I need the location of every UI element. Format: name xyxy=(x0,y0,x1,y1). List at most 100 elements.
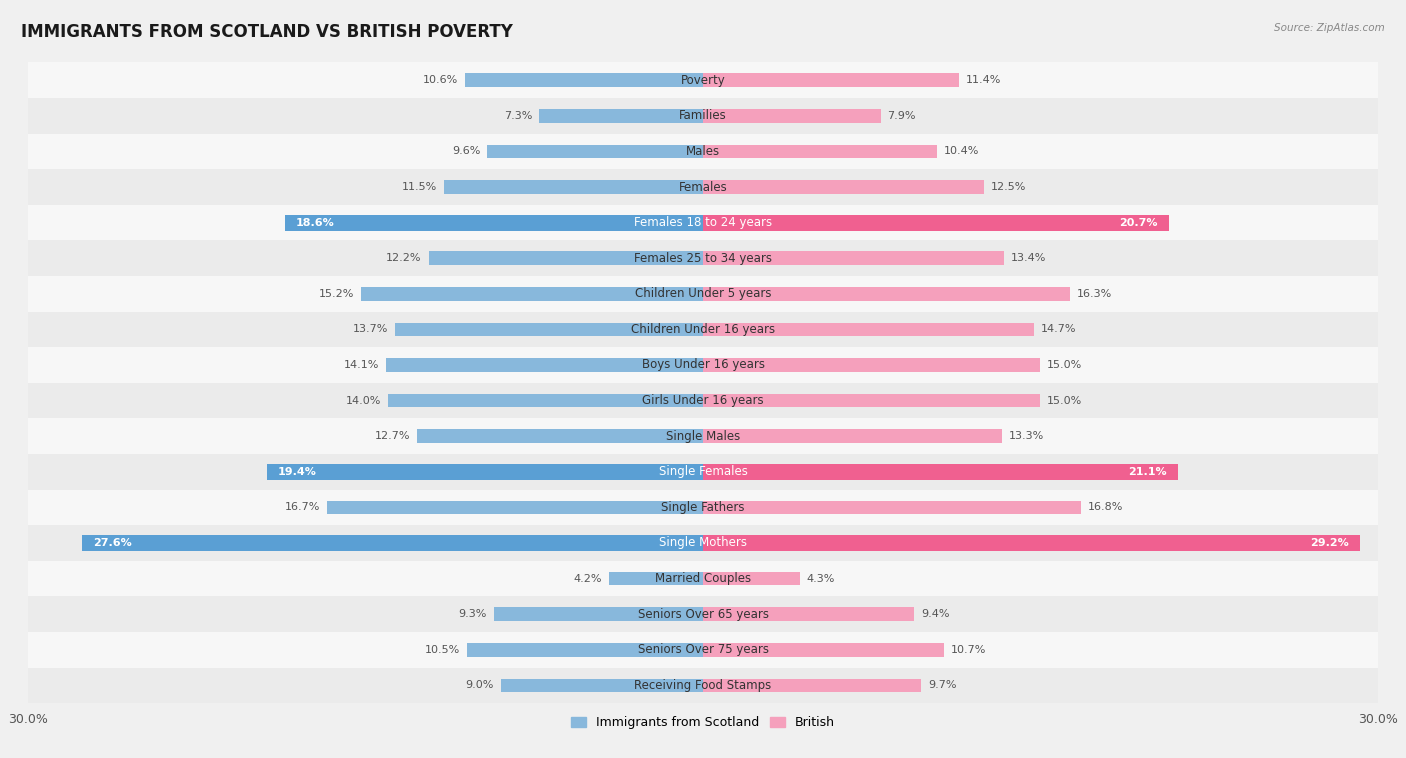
Text: Seniors Over 75 years: Seniors Over 75 years xyxy=(637,644,769,656)
Bar xyxy=(28,98,1378,133)
Text: Poverty: Poverty xyxy=(681,74,725,86)
Bar xyxy=(703,607,914,621)
Text: Source: ZipAtlas.com: Source: ZipAtlas.com xyxy=(1274,23,1385,33)
Bar xyxy=(486,145,703,158)
Bar xyxy=(28,169,1378,205)
Text: 12.2%: 12.2% xyxy=(387,253,422,263)
Text: 16.3%: 16.3% xyxy=(1077,289,1112,299)
Text: Boys Under 16 years: Boys Under 16 years xyxy=(641,359,765,371)
Text: 9.4%: 9.4% xyxy=(921,609,949,619)
Text: 15.2%: 15.2% xyxy=(319,289,354,299)
Bar xyxy=(28,490,1378,525)
Text: Children Under 5 years: Children Under 5 years xyxy=(634,287,772,300)
Bar xyxy=(28,240,1378,276)
Text: Married Couples: Married Couples xyxy=(655,572,751,585)
Bar xyxy=(28,597,1378,632)
Bar xyxy=(703,180,984,194)
Text: 10.6%: 10.6% xyxy=(423,75,458,85)
Text: 19.4%: 19.4% xyxy=(278,467,316,477)
Text: 16.8%: 16.8% xyxy=(1088,503,1123,512)
Text: 16.7%: 16.7% xyxy=(285,503,321,512)
Bar xyxy=(28,312,1378,347)
Bar xyxy=(361,287,703,301)
Text: Families: Families xyxy=(679,109,727,122)
Text: 13.3%: 13.3% xyxy=(1010,431,1045,441)
Text: 10.7%: 10.7% xyxy=(950,645,986,655)
Bar xyxy=(28,668,1378,703)
Bar xyxy=(703,500,1081,514)
Bar xyxy=(418,430,703,443)
Bar xyxy=(28,62,1378,98)
Bar xyxy=(467,643,703,656)
Bar xyxy=(28,561,1378,597)
Text: 7.9%: 7.9% xyxy=(887,111,915,121)
Bar xyxy=(703,215,1168,230)
Bar xyxy=(609,572,703,585)
Bar xyxy=(703,643,943,656)
Bar xyxy=(703,109,880,123)
Bar xyxy=(328,500,703,514)
Bar xyxy=(429,252,703,265)
Bar xyxy=(28,418,1378,454)
Bar xyxy=(703,74,959,87)
Bar xyxy=(703,394,1040,407)
Text: 13.4%: 13.4% xyxy=(1011,253,1046,263)
Bar xyxy=(28,276,1378,312)
Text: Females 18 to 24 years: Females 18 to 24 years xyxy=(634,216,772,229)
Text: Single Males: Single Males xyxy=(666,430,740,443)
Bar xyxy=(703,323,1033,336)
Bar xyxy=(464,74,703,87)
Text: 29.2%: 29.2% xyxy=(1310,538,1348,548)
Text: 12.5%: 12.5% xyxy=(991,182,1026,192)
Bar xyxy=(28,525,1378,561)
Text: Girls Under 16 years: Girls Under 16 years xyxy=(643,394,763,407)
Text: 9.0%: 9.0% xyxy=(465,681,494,691)
Text: 14.7%: 14.7% xyxy=(1040,324,1076,334)
Bar xyxy=(388,394,703,407)
Text: 12.7%: 12.7% xyxy=(375,431,411,441)
Text: 14.1%: 14.1% xyxy=(343,360,380,370)
Bar xyxy=(28,632,1378,668)
Text: 11.4%: 11.4% xyxy=(966,75,1001,85)
Bar xyxy=(703,572,800,585)
Text: IMMIGRANTS FROM SCOTLAND VS BRITISH POVERTY: IMMIGRANTS FROM SCOTLAND VS BRITISH POVE… xyxy=(21,23,513,41)
Text: 9.6%: 9.6% xyxy=(451,146,481,156)
Bar xyxy=(28,205,1378,240)
Text: 27.6%: 27.6% xyxy=(93,538,132,548)
Bar xyxy=(501,678,703,692)
Bar xyxy=(444,180,703,194)
Text: Single Fathers: Single Fathers xyxy=(661,501,745,514)
Text: 4.2%: 4.2% xyxy=(574,574,602,584)
Text: 15.0%: 15.0% xyxy=(1047,360,1083,370)
Text: Males: Males xyxy=(686,145,720,158)
Bar xyxy=(703,145,936,158)
Bar xyxy=(28,133,1378,169)
Bar xyxy=(494,607,703,621)
Legend: Immigrants from Scotland, British: Immigrants from Scotland, British xyxy=(567,711,839,735)
Text: 9.3%: 9.3% xyxy=(458,609,486,619)
Bar xyxy=(703,287,1070,301)
Text: 4.3%: 4.3% xyxy=(807,574,835,584)
Text: 13.7%: 13.7% xyxy=(353,324,388,334)
Bar xyxy=(28,383,1378,418)
Text: 14.0%: 14.0% xyxy=(346,396,381,406)
Bar xyxy=(28,347,1378,383)
Text: Females 25 to 34 years: Females 25 to 34 years xyxy=(634,252,772,265)
Text: 21.1%: 21.1% xyxy=(1128,467,1167,477)
Bar xyxy=(703,430,1002,443)
Text: 9.7%: 9.7% xyxy=(928,681,956,691)
Text: 7.3%: 7.3% xyxy=(503,111,531,121)
Bar xyxy=(703,252,1004,265)
Bar xyxy=(284,215,703,230)
Bar xyxy=(703,464,1178,480)
Bar xyxy=(703,535,1360,551)
Text: 15.0%: 15.0% xyxy=(1047,396,1083,406)
Bar xyxy=(538,109,703,123)
Text: Single Mothers: Single Mothers xyxy=(659,537,747,550)
Text: 20.7%: 20.7% xyxy=(1119,218,1157,227)
Bar xyxy=(395,323,703,336)
Bar xyxy=(385,359,703,371)
Text: Receiving Food Stamps: Receiving Food Stamps xyxy=(634,679,772,692)
Text: 10.5%: 10.5% xyxy=(425,645,460,655)
Text: Females: Females xyxy=(679,180,727,193)
